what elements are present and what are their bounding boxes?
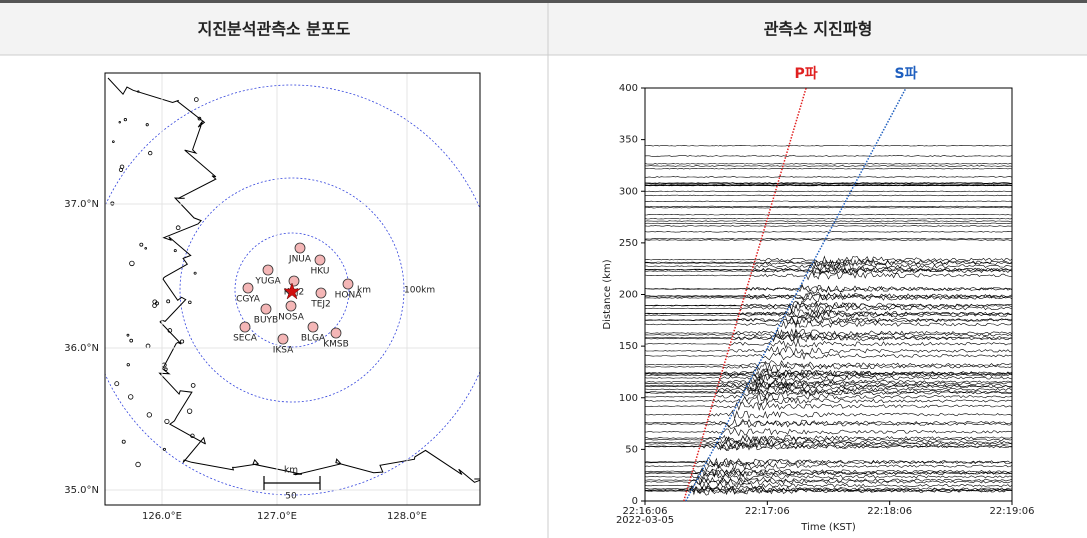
top-border (0, 0, 1087, 3)
scale-value: 50 (285, 492, 297, 502)
station (261, 304, 271, 314)
ring-label: 100km (404, 286, 435, 296)
y-tick-label: 150 (619, 341, 638, 352)
station (240, 322, 250, 332)
station (278, 334, 288, 344)
station (243, 283, 253, 293)
y-tick-label: 200 (619, 290, 638, 301)
station (316, 288, 326, 298)
station-label: TEJ2 (310, 300, 331, 310)
lat-label: 36.0°N (64, 343, 99, 354)
station-label: JNUA (288, 255, 312, 265)
x-tick-label: 22:18:06 (867, 506, 912, 517)
lat-label: 35.0°N (64, 485, 99, 496)
scale-unit: km (284, 466, 298, 476)
station-label: BLGA (301, 334, 326, 344)
x-tick-label: 22:17:06 (745, 506, 790, 517)
y-tick-label: 250 (619, 238, 638, 249)
station (289, 276, 299, 286)
y-axis-label: Distance (km) (602, 259, 613, 329)
header-right: 관측소 지진파형 (764, 20, 873, 39)
y-tick-label: 50 (625, 444, 638, 455)
station-label: SECA (233, 334, 258, 344)
ring-label: km (357, 286, 371, 296)
page: 지진분석관측소 분포도 관측소 지진파형 37.0°N 36.0°N 35.0°N 1… (0, 0, 1087, 538)
lon-label: 128.0°E (387, 511, 427, 522)
station-label: KMSB (323, 340, 349, 350)
lon-label: 127.0°E (257, 511, 297, 522)
phase-label: P파 (794, 66, 817, 82)
y-tick-label: 400 (619, 83, 638, 94)
header-row (0, 3, 1087, 55)
lat-label: 37.0°N (64, 199, 99, 210)
station-label: IKSA (273, 346, 294, 356)
phase-label: S파 (894, 66, 917, 82)
station (331, 328, 341, 338)
lon-label: 126.0°E (142, 511, 182, 522)
y-tick-label: 100 (619, 393, 638, 404)
header-left: 지진분석관측소 분포도 (198, 20, 351, 39)
station-label: YUGA (254, 277, 281, 287)
x-axis-label: Time (KST) (800, 522, 856, 533)
station (308, 322, 318, 332)
date-label: 2022-03-05 (616, 515, 674, 526)
y-tick-label: 300 (619, 186, 638, 197)
station-label: NOSA (278, 313, 305, 323)
station-label: BUYB (254, 316, 278, 326)
x-tick-label: 22:19:06 (990, 506, 1035, 517)
y-tick-label: 350 (619, 135, 638, 146)
station (343, 279, 353, 289)
station (295, 243, 305, 253)
station (263, 265, 273, 275)
station-label: CGYA (236, 295, 261, 305)
station (315, 255, 325, 265)
station (286, 301, 296, 311)
station-label: HKU (310, 267, 329, 277)
